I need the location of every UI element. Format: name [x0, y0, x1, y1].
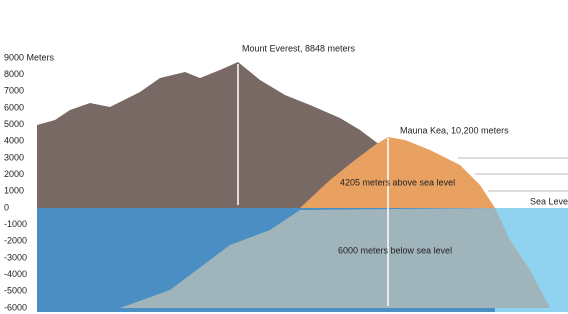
- tick-label: 4000: [4, 136, 24, 146]
- tick-label: 9000 Meters: [4, 52, 55, 62]
- diagram: Mount Everest, 8848 meters Mauna Kea, 10…: [0, 0, 568, 314]
- mauna-kea-label: Mauna Kea, 10,200 meters: [400, 125, 509, 135]
- tick-label: 5000: [4, 119, 24, 129]
- tick-label: -3000: [4, 252, 27, 262]
- tick-label: -2000: [4, 236, 27, 246]
- tick-label: -4000: [4, 269, 27, 279]
- tick-label: 1000: [4, 186, 24, 196]
- tick-label: -6000: [4, 302, 27, 312]
- below-label: 6000 meters below sea level: [338, 245, 452, 255]
- tick-label: 7000: [4, 86, 24, 96]
- tick-label: 0: [4, 202, 9, 212]
- sea-level-label: Sea Level: [530, 196, 568, 206]
- above-label: 4205 meters above sea level: [340, 177, 455, 187]
- tick-label: 6000: [4, 102, 24, 112]
- tick-label: -5000: [4, 286, 27, 296]
- tick-label: 8000: [4, 69, 24, 79]
- tick-label: 2000: [4, 169, 24, 179]
- tick-label: 3000: [4, 152, 24, 162]
- tick-label: -1000: [4, 219, 27, 229]
- everest-label: Mount Everest, 8848 meters: [242, 43, 356, 53]
